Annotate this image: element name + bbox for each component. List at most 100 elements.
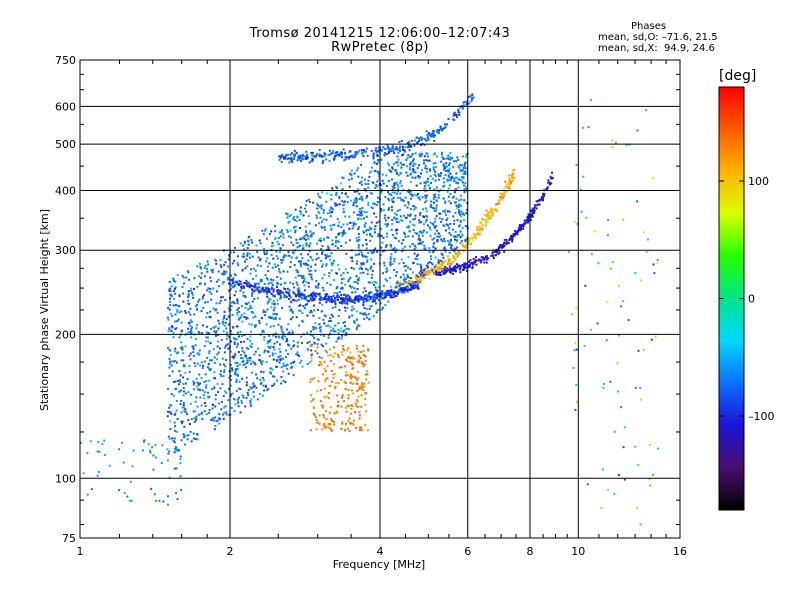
- scatter-point: [330, 207, 333, 210]
- scatter-point: [273, 303, 276, 306]
- scatter-point: [217, 319, 220, 322]
- scatter-point: [538, 203, 541, 206]
- scatter-point: [309, 344, 312, 347]
- scatter-point: [353, 320, 355, 323]
- scatter-point: [645, 251, 648, 253]
- scatter-point: [437, 196, 440, 199]
- scatter-point: [218, 322, 221, 325]
- scatter-point: [434, 161, 437, 164]
- scatter-point: [447, 187, 450, 190]
- scatter-point: [402, 145, 404, 148]
- scatter-point: [508, 179, 511, 182]
- scatter-point: [237, 282, 240, 285]
- scatter-point: [225, 359, 227, 362]
- scatter-point: [172, 304, 175, 307]
- scatter-point: [518, 224, 521, 226]
- scatter-point: [365, 267, 368, 270]
- scatter-point: [373, 212, 376, 215]
- scatter-point: [500, 244, 503, 247]
- scatter-point: [384, 278, 387, 281]
- scatter-point: [464, 246, 467, 249]
- scatter-point: [334, 202, 337, 205]
- scatter-point: [535, 200, 538, 203]
- scatter-point: [187, 290, 190, 293]
- scatter-point: [454, 177, 457, 180]
- scatter-point: [174, 430, 177, 432]
- scatter-point: [314, 416, 317, 419]
- scatter-point: [281, 306, 284, 309]
- scatter-point: [167, 330, 170, 333]
- scatter-point: [232, 300, 234, 303]
- scatter-point: [246, 247, 249, 250]
- scatter-point: [430, 267, 433, 270]
- scatter-point: [448, 227, 451, 230]
- scatter-point: [288, 331, 291, 334]
- scatter-point: [356, 282, 359, 285]
- scatter-point: [272, 313, 275, 316]
- scatter-point: [457, 182, 460, 185]
- scatter-point: [346, 360, 349, 363]
- scatter-point: [395, 232, 398, 235]
- scatter-point: [296, 283, 299, 286]
- scatter-point: [382, 203, 385, 206]
- scatter-point: [227, 258, 230, 261]
- scatter-point: [153, 493, 156, 496]
- scatter-point: [187, 293, 190, 295]
- scatter-point: [236, 362, 239, 364]
- scatter-point: [396, 291, 398, 294]
- scatter-point: [197, 300, 200, 303]
- scatter-point: [412, 243, 415, 246]
- scatter-point: [403, 214, 405, 217]
- scatter-point: [637, 349, 640, 352]
- scatter-point: [456, 205, 459, 207]
- scatter-point: [289, 236, 292, 239]
- scatter-point: [310, 343, 313, 346]
- scatter-point: [542, 195, 545, 197]
- scatter-point: [360, 180, 363, 183]
- scatter-point: [316, 421, 319, 424]
- scatter-point: [290, 256, 293, 259]
- scatter-point: [320, 363, 323, 366]
- scatter-point: [357, 233, 360, 236]
- scatter-point: [433, 139, 436, 142]
- scatter-point: [354, 190, 357, 193]
- scatter-point: [296, 242, 299, 245]
- scatter-point: [299, 274, 302, 277]
- scatter-point: [316, 343, 319, 346]
- scatter-point: [268, 262, 271, 265]
- scatter-point: [407, 140, 410, 143]
- scatter-point: [365, 211, 368, 214]
- scatter-point: [430, 132, 433, 135]
- scatter-point: [264, 310, 267, 313]
- scatter-point: [477, 232, 480, 235]
- scatter-point: [284, 281, 287, 284]
- scatter-point: [446, 179, 449, 182]
- scatter-point: [338, 232, 341, 235]
- scatter-point: [235, 280, 238, 283]
- scatter-point: [609, 380, 612, 383]
- scatter-point: [396, 181, 399, 184]
- scatter-point: [338, 154, 341, 157]
- scatter-point: [284, 381, 287, 383]
- scatter-point: [308, 270, 311, 272]
- scatter-point: [303, 284, 306, 287]
- scatter-point: [360, 394, 363, 397]
- scatter-point: [448, 162, 451, 165]
- scatter-point: [375, 281, 378, 284]
- scatter-point: [425, 231, 428, 234]
- scatter-point: [206, 300, 209, 303]
- scatter-point: [282, 233, 285, 236]
- scatter-point: [409, 245, 412, 248]
- scatter-point: [336, 285, 339, 288]
- scatter-point: [294, 154, 296, 157]
- scatter-point: [271, 384, 274, 387]
- scatter-point: [278, 270, 281, 273]
- scatter-point: [233, 294, 236, 297]
- scatter-point: [437, 269, 440, 272]
- scatter-point: [288, 294, 291, 297]
- scatter-point: [369, 291, 372, 294]
- scatter-point: [362, 291, 365, 294]
- scatter-point: [311, 335, 314, 337]
- scatter-point: [195, 396, 198, 399]
- scatter-point: [205, 336, 208, 339]
